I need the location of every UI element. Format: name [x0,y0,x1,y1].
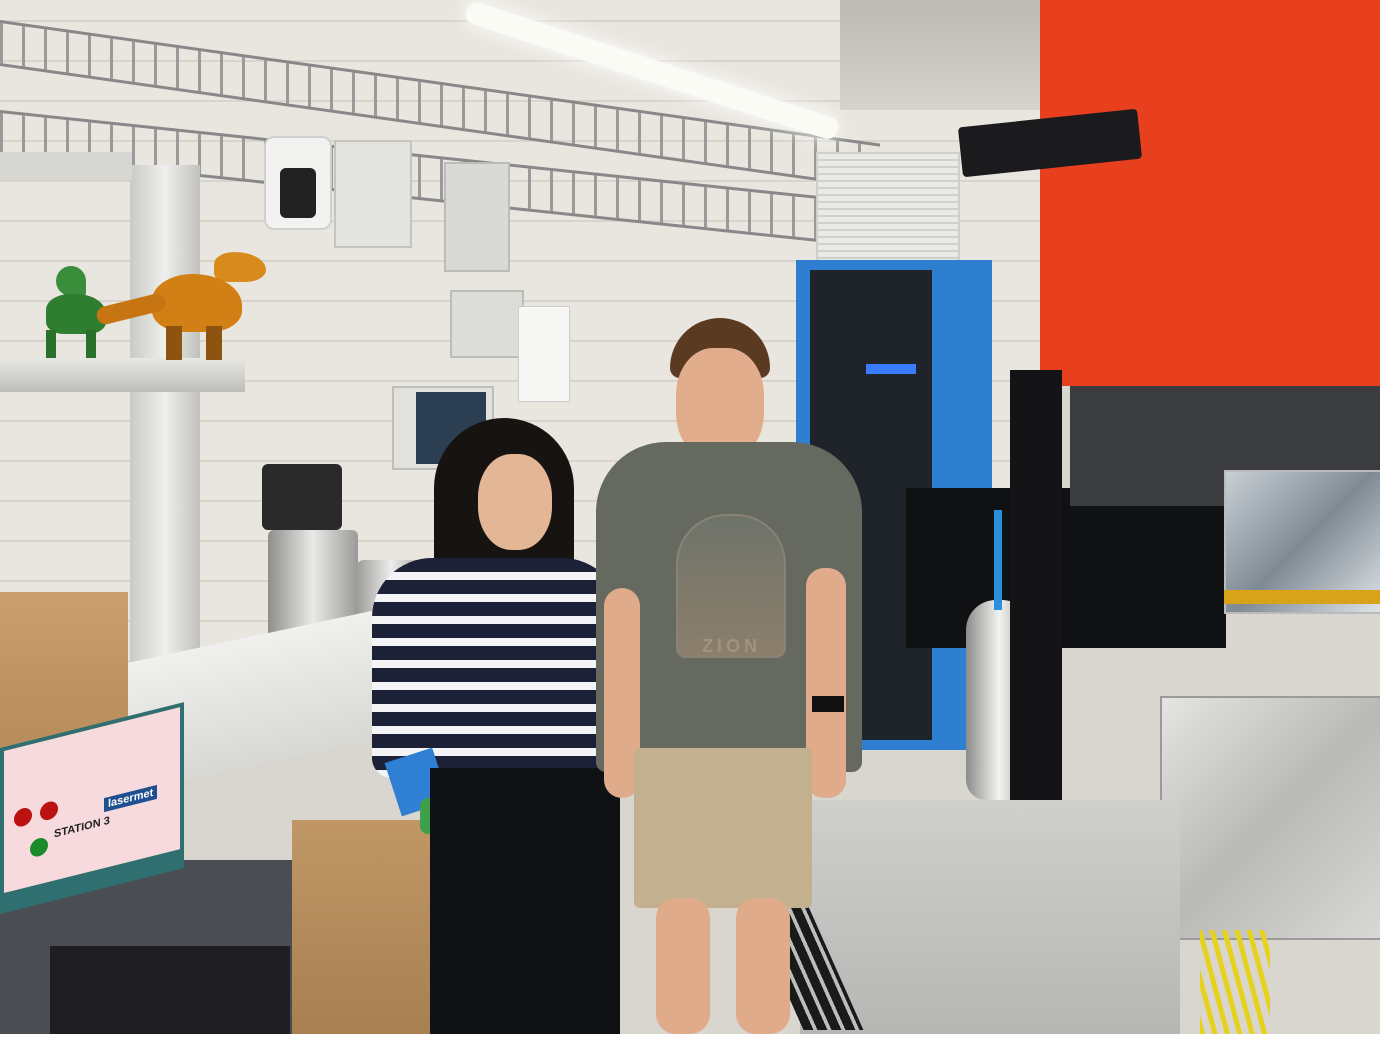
red-button [14,806,32,829]
tshirt-print: ZION [702,636,761,656]
left-leg [656,898,710,1034]
man-face [676,348,764,460]
khaki-shorts [634,748,812,908]
paper-sheet [518,306,570,402]
brand-logo: lasermet [104,784,158,813]
aluminium-platform [1160,696,1380,940]
ac-unit [816,152,960,266]
blue-tube [994,510,1002,610]
yellow-cables [1200,930,1270,1034]
red-button [40,799,58,823]
black-trousers [430,768,620,1034]
cardboard-box [292,820,442,1034]
optical-enclosure [906,488,1226,648]
station-label: STATION 3 [54,814,110,841]
person-woman [360,418,630,1034]
red-panel [1040,0,1380,386]
green-button [30,836,48,859]
wall-box [334,140,412,248]
ceiling-duct [840,0,1050,110]
shelf-top [0,152,132,180]
orange-dinosaur-toy [94,250,271,362]
optical-table [800,800,1180,1034]
right-leg [736,898,790,1034]
right-arm [806,568,846,798]
person-man: ZION [590,318,866,1034]
woman-face [478,454,552,550]
vertical-post [1010,370,1062,870]
watch [812,696,844,712]
shelf [0,358,245,392]
valve-actuator [262,464,342,530]
black-instrument [50,946,290,1034]
camera-lens [280,168,316,218]
security-camera [264,136,332,230]
tshirt-graphic [676,514,786,658]
electrical-panel [444,162,510,272]
shelf-upright [130,165,200,725]
rack-display [866,364,916,374]
junction-box [450,290,524,358]
kapton-tape [1224,590,1380,604]
striped-sweater [372,558,622,778]
